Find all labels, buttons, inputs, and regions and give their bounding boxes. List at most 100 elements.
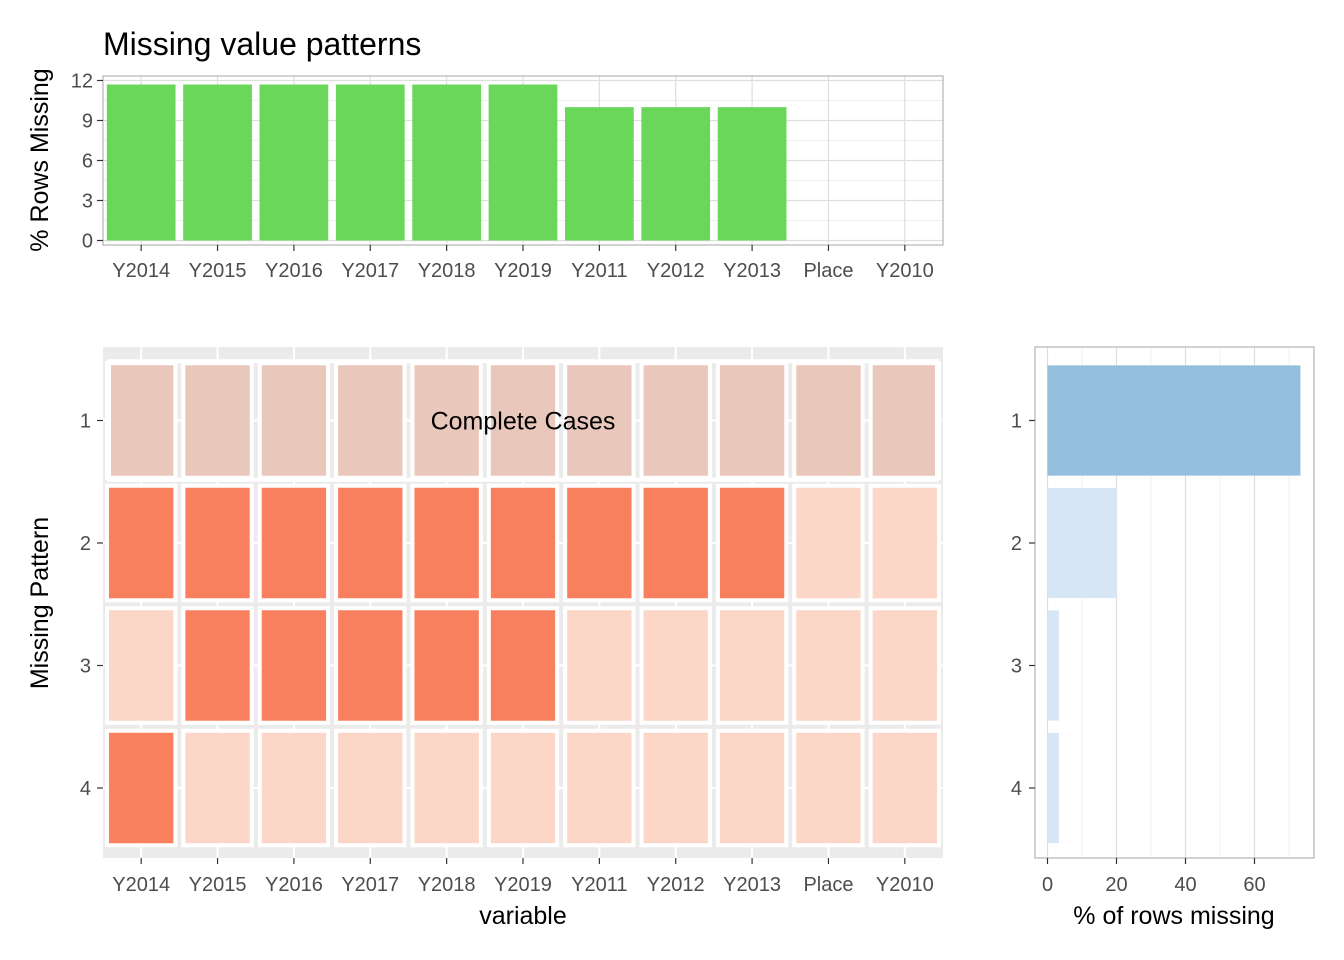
- heatmap-x-axis: Y2014 Y2015 Y2016 Y2017 Y2018 Y2019 Y2011 Y2012…: [112, 858, 934, 896]
- top-bar: [565, 107, 634, 241]
- heatmap-x-tick-label: Y2016: [265, 874, 323, 896]
- heatmap-cells: [105, 359, 941, 848]
- present-cell: [410, 728, 483, 848]
- present-cell: [334, 361, 407, 480]
- heatmap-y-tick-label: 2: [80, 533, 91, 555]
- top-y-axis: 0 3 6 9 12: [71, 71, 103, 253]
- heatmap-y-tick-label: 1: [80, 411, 91, 433]
- side-x-axis-title: % of rows missing: [1073, 902, 1274, 930]
- missing-cell: [334, 483, 407, 603]
- heatmap-x-tick-label: Place: [803, 874, 853, 896]
- heatmap-x-tick-label: Y2018: [418, 874, 476, 896]
- top-y-axis-title: % Rows Missing: [26, 68, 54, 251]
- top-bar: [412, 84, 481, 241]
- top-bar-chart: Missing value patterns 0 3 6 9 12 Y2014 Y2015…: [26, 26, 944, 282]
- top-bar: [717, 107, 787, 241]
- complete-row-outline: [107, 359, 939, 482]
- top-x-tick-label: Y2019: [494, 260, 552, 282]
- present-cell: [105, 361, 178, 480]
- heatmap-y-tick-label: 3: [80, 656, 91, 678]
- top-x-tick-label: Y2013: [723, 260, 781, 282]
- side-y-tick-label: 1: [1011, 411, 1022, 433]
- missing-cell: [639, 483, 712, 603]
- side-panel-border: [1034, 346, 1315, 859]
- missing-cell: [334, 606, 407, 725]
- present-cell: [257, 728, 331, 848]
- top-bar: [106, 84, 176, 241]
- present-cell: [639, 728, 712, 848]
- top-x-axis: Y2014 Y2015 Y2016 Y2017 Y2018 Y2019 Y2011 Y2012…: [112, 245, 934, 282]
- present-cell: [486, 728, 560, 848]
- missing-cell: [486, 606, 560, 725]
- present-cell: [563, 606, 636, 725]
- present-cell: [639, 606, 712, 725]
- chart-title: Missing value patterns: [103, 26, 421, 62]
- side-x-axis: 0 20 40 60: [1042, 858, 1266, 896]
- top-bars: [106, 84, 787, 241]
- present-cell: [563, 728, 636, 848]
- side-y-tick-label: 2: [1011, 533, 1022, 555]
- present-cell: [105, 606, 178, 725]
- heatmap-x-tick-label: Y2017: [341, 874, 399, 896]
- top-bar: [335, 84, 405, 241]
- missing-cell: [715, 483, 789, 603]
- top-x-tick-label: Y2014: [112, 260, 170, 282]
- present-cell: [334, 728, 407, 848]
- side-bar: [1047, 487, 1117, 599]
- present-cell: [792, 483, 865, 603]
- top-x-tick-label: Place: [803, 260, 853, 282]
- top-y-tick-label: 3: [82, 191, 93, 213]
- complete-cases-label: Complete Cases: [431, 408, 616, 436]
- present-cell: [792, 361, 865, 480]
- side-y-axis: 1 2 3 4: [1011, 411, 1035, 800]
- top-y-tick-label: 12: [71, 71, 93, 93]
- top-y-tick-label: 9: [82, 111, 93, 133]
- present-cell: [868, 361, 941, 480]
- heatmap-x-tick-label: Y2014: [112, 874, 170, 896]
- heatmap-x-tick-label: Y2015: [189, 874, 247, 896]
- heatmap-x-tick-label: Y2019: [494, 874, 552, 896]
- present-cell: [715, 361, 789, 480]
- missing-cell: [105, 728, 178, 848]
- side-y-tick-label: 3: [1011, 656, 1022, 678]
- top-bar: [488, 84, 558, 241]
- present-cell: [868, 606, 941, 725]
- heatmap-x-tick-label: Y2011: [571, 874, 627, 896]
- top-bar: [183, 84, 252, 241]
- missing-cell: [486, 483, 560, 603]
- side-x-tick-label: 0: [1042, 874, 1053, 896]
- missing-cell: [257, 483, 331, 603]
- missing-cell: [257, 606, 331, 725]
- top-x-tick-label: Y2012: [647, 260, 705, 282]
- heatmap-x-tick-label: Y2010: [876, 874, 934, 896]
- missing-cell: [410, 606, 483, 725]
- present-cell: [563, 361, 636, 480]
- present-cell: [715, 606, 789, 725]
- side-bar: [1047, 365, 1301, 476]
- side-x-tick-label: 20: [1105, 874, 1127, 896]
- present-cell: [792, 606, 865, 725]
- top-bar: [641, 107, 711, 241]
- heatmap-y-tick-label: 4: [80, 778, 91, 800]
- present-cell: [181, 728, 254, 848]
- top-x-tick-label: Y2011: [571, 260, 627, 282]
- present-cell: [792, 728, 865, 848]
- missing-cell: [105, 483, 178, 603]
- top-x-tick-label: Y2018: [418, 260, 476, 282]
- present-cell: [639, 361, 712, 480]
- missing-cell: [181, 606, 254, 725]
- heatmap-y-axis: 1 2 3 4: [80, 411, 103, 800]
- top-x-tick-label: Y2010: [876, 260, 934, 282]
- present-cell: [715, 728, 789, 848]
- top-bar: [259, 84, 329, 241]
- missing-cell: [563, 483, 636, 603]
- heatmap-y-axis-title: Missing Pattern: [26, 517, 54, 689]
- side-bars: [1047, 365, 1301, 844]
- missing-cell: [181, 483, 254, 603]
- pattern-heatmap: Complete Cases 1 2 3 4 Y2014 Y2015 Y2016 Y2017…: [26, 347, 943, 930]
- present-cell: [868, 728, 941, 848]
- side-bar: [1047, 610, 1059, 721]
- heatmap-x-tick-label: Y2013: [723, 874, 781, 896]
- top-x-tick-label: Y2017: [341, 260, 399, 282]
